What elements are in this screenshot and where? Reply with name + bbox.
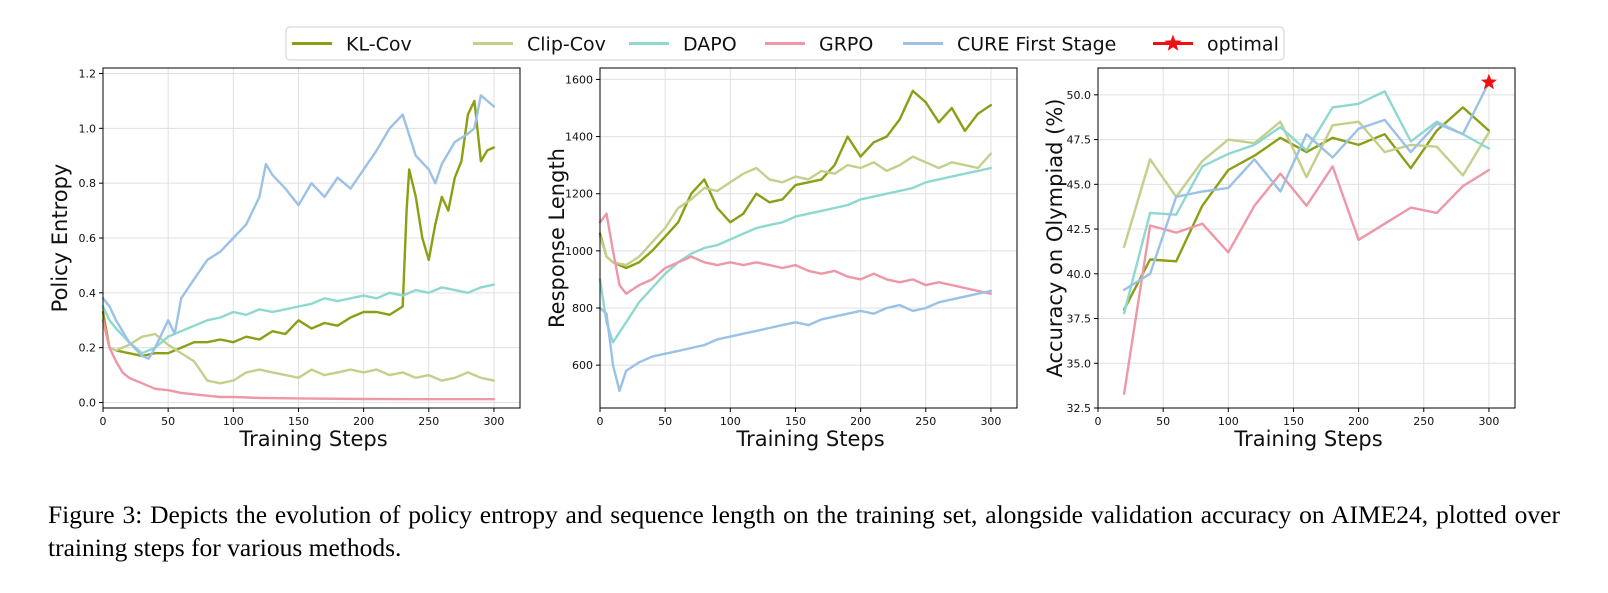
series-line-grpo	[101, 319, 496, 401]
optimal-star-marker	[1480, 73, 1497, 90]
x-tick-label: 250	[418, 415, 439, 428]
y-axis-label: Accuracy on Olympiad (%)	[1043, 98, 1067, 377]
series-line-cure-first-stage	[101, 94, 496, 360]
legend-label: optimal	[1207, 34, 1279, 56]
series-group	[598, 89, 993, 393]
legend-star-marker	[1164, 34, 1182, 51]
x-tick-label: 50	[161, 415, 175, 428]
y-tick-label: 600	[572, 359, 593, 372]
y-tick-label: 32.5	[1067, 402, 1092, 415]
x-tick-label: 250	[915, 415, 936, 428]
y-tick-label: 50.0	[1067, 89, 1092, 102]
x-tick-label: 200	[353, 415, 374, 428]
y-tick-label: 800	[572, 302, 593, 315]
y-tick-label: 1200	[565, 188, 593, 201]
grid	[102, 68, 520, 408]
legend-label: CURE First Stage	[957, 34, 1116, 56]
series-line-kl-cov	[598, 89, 993, 270]
y-tick-label: 0.2	[79, 342, 97, 355]
series-line-clip-cov	[1122, 120, 1491, 249]
legend-label: GRPO	[819, 34, 873, 56]
x-tick-label: 300	[483, 415, 504, 428]
series-line-grpo	[598, 212, 993, 295]
series-line-grpo	[1122, 165, 1491, 395]
legend-label: DAPO	[683, 34, 737, 56]
series-line-cure-first-stage	[598, 289, 993, 393]
y-tick-label: 1.2	[79, 67, 97, 80]
x-tick-label: 0	[100, 415, 107, 428]
x-tick-label: 100	[720, 415, 741, 428]
legend-item-grpo: GRPO	[765, 34, 873, 56]
legend-item-cure-first-stage: CURE First Stage	[903, 34, 1116, 56]
chart-panel-response-length: 0 50 100 150 200 250 300 600 800 1000 1200 1400 1600…	[545, 67, 1018, 451]
series-group	[101, 94, 496, 401]
series-line-cure-first-stage	[1122, 81, 1491, 292]
y-tick-label: 1000	[565, 245, 593, 258]
grid	[1097, 68, 1515, 409]
x-tick-label: 150	[1283, 415, 1304, 428]
figure-caption: Figure 3: Depicts the evolution of polic…	[48, 498, 1560, 564]
x-tick-label: 300	[980, 415, 1001, 428]
legend: KL-Cov Clip-Cov DAPO GRPO CURE First Stage op…	[285, 26, 1285, 61]
x-axis-label: Training Steps	[735, 427, 884, 451]
legend-label: KL-Cov	[346, 34, 412, 56]
series-line-kl-cov	[1122, 106, 1491, 311]
x-tick-label: 50	[1156, 415, 1170, 428]
x-tick-label: 100	[223, 415, 244, 428]
y-axis-label: Policy Entropy	[48, 164, 72, 313]
series-line-clip-cov	[101, 319, 496, 385]
y-tick-label: 0.4	[79, 287, 97, 300]
y-tick-label: 1600	[565, 73, 593, 86]
legend-item-optimal: optimal	[1153, 34, 1279, 56]
legend-item-kl-cov: KL-Cov	[292, 34, 412, 56]
x-tick-label: 150	[785, 415, 806, 428]
x-axis-label: Training Steps	[1233, 427, 1382, 451]
y-tick-label: 40.0	[1067, 268, 1092, 281]
y-axis-label: Response Length	[545, 148, 569, 328]
figure: KL-Cov Clip-Cov DAPO GRPO CURE First Stage op…	[48, 26, 1516, 451]
y-tick-label: 35.0	[1067, 357, 1092, 370]
caption-text: Figure 3: Depicts the evolution of polic…	[48, 500, 1560, 562]
x-tick-label: 150	[288, 415, 309, 428]
x-tick-label: 200	[1348, 415, 1369, 428]
legend-item-dapo: DAPO	[629, 34, 737, 56]
chart-panel-accuracy: 0 50 100 150 200 250 300 32.5 35.0 37.5 40.0 42.5 45…	[1043, 67, 1516, 451]
series-group	[1122, 81, 1491, 395]
x-tick-label: 50	[658, 415, 672, 428]
axes-frame	[1097, 67, 1516, 409]
legend-label: Clip-Cov	[527, 34, 606, 56]
series-line-clip-cov	[598, 152, 993, 267]
series-line-dapo	[1122, 90, 1491, 315]
y-tick-label: 45.0	[1067, 178, 1092, 191]
chart-panel-policy-entropy: 0 50 100 150 200 250 300 0.0 0.2 0.4 0.6 0.8 1.0 1.2 T…	[48, 67, 521, 451]
x-tick-label: 300	[1478, 415, 1499, 428]
y-tick-label: 37.5	[1067, 313, 1092, 326]
y-tick-label: 47.5	[1067, 134, 1092, 147]
series-line-dapo	[598, 166, 993, 344]
x-tick-label: 100	[1218, 415, 1239, 428]
y-tick-label: 1400	[565, 131, 593, 144]
y-tick-label: 42.5	[1067, 223, 1092, 236]
x-tick-label: 0	[597, 415, 604, 428]
legend-item-clip-cov: Clip-Cov	[473, 34, 606, 56]
y-tick-label: 0.6	[79, 232, 97, 245]
x-tick-label: 200	[850, 415, 871, 428]
y-tick-label: 0.0	[79, 397, 97, 410]
y-tick-label: 0.8	[79, 177, 97, 190]
axes-frame	[599, 67, 1018, 409]
x-axis-label: Training Steps	[238, 427, 387, 451]
x-tick-label: 250	[1413, 415, 1434, 428]
x-tick-label: 0	[1095, 415, 1102, 428]
y-tick-label: 1.0	[79, 122, 97, 135]
